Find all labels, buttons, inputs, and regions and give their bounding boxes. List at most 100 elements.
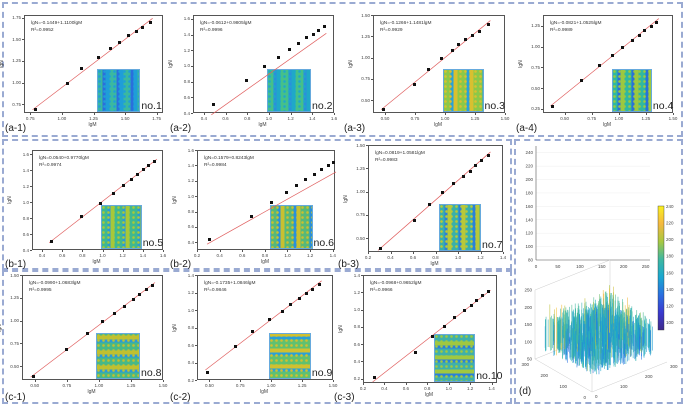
- x-tick-mark: [242, 250, 243, 252]
- y-tick-label: 0.8: [183, 79, 190, 85]
- y-tick-label: 1.4: [183, 32, 190, 38]
- fit-line: [377, 151, 491, 251]
- x-tick-label: 150: [598, 264, 606, 269]
- x-tick-mark: [310, 250, 311, 252]
- x-tick-label: 1.2: [306, 253, 314, 258]
- x-tick-label: 0: [595, 394, 598, 399]
- axis-box-line: [591, 361, 668, 393]
- x-tick-label: 1.50: [120, 116, 130, 121]
- x-tick-mark: [271, 380, 272, 382]
- y-tick-label: 0.75: [361, 76, 370, 82]
- x-tick-mark: [503, 252, 504, 254]
- panel-label: (c-3): [334, 392, 355, 403]
- y-tick-label: 1.0: [187, 307, 194, 313]
- y-tick-label: 1.25: [361, 33, 370, 39]
- data-point: [148, 21, 152, 25]
- x-axis-label: lgM: [88, 122, 97, 128]
- y-tick-mark: [371, 100, 373, 101]
- r-squared-text: R²=0.9984: [204, 163, 227, 168]
- x-tick-mark: [290, 113, 292, 115]
- x-tick-mark: [564, 113, 566, 115]
- r-squared-text: R²=0.9974: [39, 163, 62, 168]
- equation-text: lgN=-0.0821+1.0525lgM: [550, 21, 602, 26]
- x-tick-label: 1.4: [329, 253, 336, 258]
- y-tick-label: 0.75: [12, 101, 21, 107]
- data-point: [147, 163, 151, 167]
- equation-text: lgN=-0.1266+1.1481lgM: [380, 21, 432, 26]
- x-tick-mark: [458, 252, 459, 254]
- data-point: [475, 298, 479, 302]
- x-tick-label: 0.50: [560, 116, 570, 121]
- colorbar-tick-label: 100: [666, 320, 674, 325]
- x-tick-label: 1.4: [488, 386, 495, 391]
- panel-label: (a-4): [516, 123, 538, 134]
- y-tick-label: 1.50: [361, 12, 370, 18]
- y-tick-label: 140: [525, 217, 533, 222]
- inset-label: no.5: [142, 237, 164, 249]
- data-point: [296, 41, 300, 45]
- x-tick-mark: [505, 113, 506, 115]
- y-tick-label: 0.6: [353, 341, 360, 347]
- y-tick-mark: [361, 344, 363, 345]
- data-point: [31, 374, 35, 378]
- data-point: [426, 68, 430, 72]
- y-tick-mark: [371, 57, 373, 59]
- x-tick-mark: [445, 113, 446, 115]
- y-tick-mark: [541, 108, 543, 110]
- x-tick-mark: [219, 250, 221, 252]
- y-tick-label: 0: [583, 395, 586, 400]
- data-point: [138, 292, 142, 296]
- data-point: [319, 167, 323, 171]
- y-tick-label: 1.6: [183, 16, 190, 22]
- x-tick-mark: [384, 383, 386, 385]
- y-tick-mark: [191, 97, 193, 98]
- x-tick-label: 1.2: [467, 386, 474, 391]
- row-c-border: [2, 270, 512, 404]
- data-point: [131, 298, 135, 302]
- x-tick-label: 1.25: [641, 116, 651, 121]
- y-tick-label: 1.50: [12, 36, 21, 42]
- data-point: [655, 21, 659, 25]
- data-point: [470, 34, 474, 38]
- x-tick-label: 1.6: [159, 253, 167, 258]
- x-tick-mark: [618, 113, 620, 115]
- y-tick-label: 1.25: [10, 295, 19, 301]
- data-point: [122, 304, 126, 308]
- regression-equation: lgN=0.0540+0.9770lgM R²=0.9974: [39, 155, 89, 169]
- x-tick-label: 1.6: [330, 116, 338, 121]
- x-tick-label: 1.75: [152, 116, 162, 121]
- x-tick-mark: [203, 113, 205, 115]
- y-tick-label: 1.2: [353, 289, 360, 295]
- x-tick-mark: [197, 250, 198, 252]
- colorbar-tick-label: 120: [666, 303, 674, 308]
- x-tick-mark: [34, 380, 36, 382]
- plot-area: [206, 171, 337, 245]
- y-tick-mark: [371, 36, 373, 37]
- data-point: [580, 79, 584, 83]
- y-tick-label: 0.4: [187, 239, 194, 245]
- regression-equation: lgN=-0.0990+1.0683lgM R²=0.9995: [29, 280, 80, 294]
- y-tick-mark: [361, 275, 363, 276]
- fit-line: [550, 18, 660, 107]
- inset-texture-image: [433, 334, 476, 382]
- x-tick-label: 0.6: [222, 116, 229, 121]
- x-tick-label: 0.50: [204, 383, 214, 388]
- y-tick-label: 0.4: [187, 360, 194, 365]
- data-point: [287, 48, 291, 52]
- x-tick-label: 0: [535, 264, 538, 269]
- x-tick-label: 1.0: [99, 253, 106, 258]
- x-axis-label: lgM: [92, 259, 101, 265]
- y-tick-mark: [361, 326, 363, 328]
- x-tick-label: 0.4: [200, 116, 207, 121]
- y-tick-label: 0.4: [183, 110, 190, 116]
- data-point: [428, 203, 432, 207]
- data-point: [326, 164, 330, 168]
- y-tick-label: 1.4: [353, 272, 360, 278]
- y-tick-mark: [361, 309, 363, 311]
- data-point: [486, 290, 490, 294]
- data-point: [244, 78, 248, 82]
- r-squared-text: R²=0.9966: [370, 288, 393, 293]
- r-squared-text: R²=0.9846: [204, 288, 227, 293]
- y-tick-label: 0.50: [10, 363, 19, 369]
- data-point: [442, 324, 446, 328]
